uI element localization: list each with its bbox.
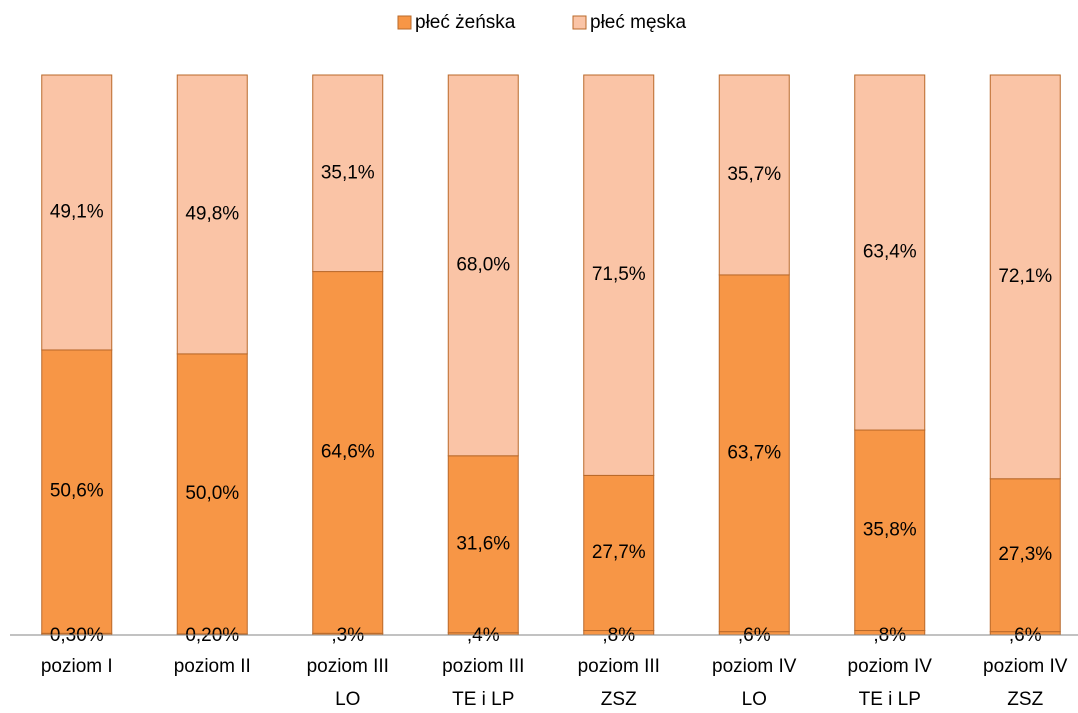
x-tick-label: TE i LP xyxy=(859,689,921,710)
x-tick-label: poziom IV xyxy=(983,656,1068,677)
legend-label: płeć męska xyxy=(590,12,687,33)
bar-segment xyxy=(583,74,655,476)
data-label: 63,4% xyxy=(863,242,917,263)
bar-segment xyxy=(854,74,926,431)
legend-label: płeć żeńska xyxy=(415,12,516,33)
bar-segment xyxy=(989,478,1061,633)
bar-segment xyxy=(718,74,790,276)
bar-segment xyxy=(447,74,519,457)
data-label: 63,7% xyxy=(727,442,781,463)
data-label: ,4% xyxy=(467,625,500,646)
x-tick-label: LO xyxy=(335,689,360,710)
data-label: 50,0% xyxy=(185,483,239,504)
data-label: 50,6% xyxy=(50,481,104,502)
data-label: 71,5% xyxy=(592,264,646,285)
x-tick-label: poziom III xyxy=(442,656,524,677)
data-label: 35,8% xyxy=(863,519,917,540)
data-label: 68,0% xyxy=(456,254,510,275)
data-label: 35,7% xyxy=(727,164,781,185)
bar-segment xyxy=(312,74,384,273)
data-label: ,3% xyxy=(331,625,364,646)
data-label: ,8% xyxy=(873,625,906,646)
data-label: ,8% xyxy=(602,625,635,646)
x-tick-label: ZSZ xyxy=(601,689,637,710)
data-label: 31,6% xyxy=(456,533,510,554)
x-tick-label: poziom III xyxy=(578,656,660,677)
bar-segment xyxy=(854,429,926,632)
bar-segment xyxy=(41,349,113,634)
x-tick-label: poziom IV xyxy=(848,656,933,677)
bar-segment xyxy=(41,74,113,351)
data-label: 27,7% xyxy=(592,542,646,563)
bar-segment xyxy=(176,353,248,635)
data-label: ,6% xyxy=(738,625,771,646)
x-tick-label: poziom IV xyxy=(712,656,797,677)
x-tick-label: poziom II xyxy=(174,656,251,677)
x-tick-label: LO xyxy=(742,689,767,710)
data-label: 72,1% xyxy=(998,266,1052,287)
data-label: 49,1% xyxy=(50,201,104,222)
bar-segment xyxy=(718,274,790,633)
legend-swatch xyxy=(572,15,587,30)
data-label: 27,3% xyxy=(998,544,1052,565)
data-label: 35,1% xyxy=(321,162,375,183)
data-label: 0,30% xyxy=(50,625,104,646)
x-tick-label: ZSZ xyxy=(1007,689,1043,710)
x-tick-label: poziom I xyxy=(41,656,113,677)
legend-swatch xyxy=(397,15,412,30)
x-tick-label: poziom III xyxy=(307,656,389,677)
bar-segment xyxy=(176,74,248,355)
data-label: 49,8% xyxy=(185,203,239,224)
x-tick-label: TE i LP xyxy=(452,689,514,710)
data-label: 0,20% xyxy=(185,625,239,646)
data-label: 64,6% xyxy=(321,441,375,462)
data-label: ,6% xyxy=(1009,625,1042,646)
bar-segment xyxy=(989,74,1061,480)
